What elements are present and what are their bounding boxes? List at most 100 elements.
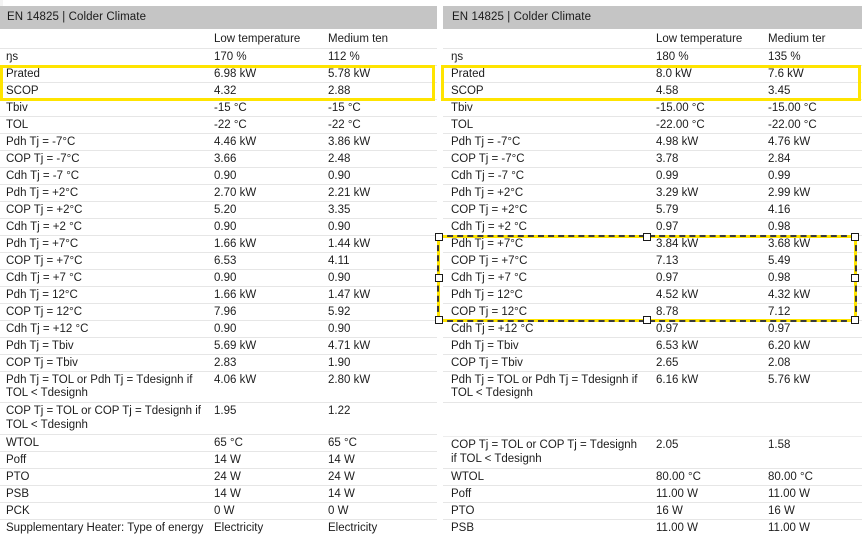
right-cell-low: 11.00 W (648, 519, 760, 535)
right-cell-low: 7.13 (648, 252, 760, 270)
right-cell-label: PTO (443, 502, 648, 520)
left-cell-low: -22 °C (208, 116, 322, 134)
left-table-row[interactable]: Supplementary Heater: Type of energy inp… (0, 519, 437, 535)
right-table-row[interactable]: COP Tj = +7°C 7.13 5.49 (443, 252, 862, 270)
right-cell-med: 3.45 (760, 82, 862, 100)
right-cell-label: WTOL (443, 468, 648, 486)
right-table-row[interactable]: Pdh Tj = Tbiv 6.53 kW 6.20 kW (443, 337, 862, 355)
left-table-row[interactable]: Tbiv -15 °C -15 °C (0, 99, 437, 117)
right-cell-med: 4.32 kW (760, 286, 862, 304)
right-table-row[interactable]: Cdh Tj = +7 °C 0.97 0.98 (443, 269, 862, 287)
right-table-row[interactable]: Poff 11.00 W 11.00 W (443, 485, 862, 503)
left-cell-label: COP Tj = 12°C (0, 303, 208, 321)
left-cell-low: 3.66 (208, 150, 322, 168)
left-cell-med: 4.71 kW (322, 337, 437, 355)
left-table-row[interactable]: COP Tj = Tbiv 2.83 1.90 (0, 354, 437, 372)
left-table-row[interactable]: COP Tj = -7°C 3.66 2.48 (0, 150, 437, 168)
right-cell-low: 16 W (648, 502, 760, 520)
left-table-row[interactable]: Poff 14 W 14 W (0, 451, 437, 469)
left-table-row[interactable]: Pdh Tj = -7°C 4.46 kW 3.86 kW (0, 133, 437, 151)
left-cell-med: 0.90 (322, 320, 437, 338)
right-table-row[interactable]: COP Tj = Tbiv 2.65 2.08 (443, 354, 862, 372)
right-table-row[interactable]: Pdh Tj = TOL or Pdh Tj = Tdesignh if TOL… (443, 371, 862, 404)
right-cell-low: -22.00 °C (648, 116, 760, 134)
right-cell-med: 4.76 kW (760, 133, 862, 151)
left-cell-med: 0.90 (322, 269, 437, 287)
left-cell-med: 0.90 (322, 167, 437, 185)
left-cell-label: Pdh Tj = -7°C (0, 133, 208, 151)
right-cell-med: 80.00 °C (760, 468, 862, 486)
right-table-row[interactable]: Pdh Tj = +7°C 3.84 kW 3.68 kW (443, 235, 862, 253)
left-table-row[interactable]: Pdh Tj = Tbiv 5.69 kW 4.71 kW (0, 337, 437, 355)
left-cell-label: Cdh Tj = -7 °C (0, 167, 208, 185)
right-table-row[interactable]: SCOP 4.58 3.45 (443, 82, 862, 100)
right-table-body: Low temperature Medium ter ŋs 180 % 135 % Pra… (443, 29, 862, 535)
right-table-row[interactable]: Pdh Tj = -7°C 4.98 kW 4.76 kW (443, 133, 862, 151)
right-table-row[interactable]: Tbiv -15.00 °C -15.00 °C (443, 99, 862, 117)
right-table-row[interactable]: WTOL 80.00 °C 80.00 °C (443, 468, 862, 486)
left-table-row[interactable]: COP Tj = +7°C 6.53 4.11 (0, 252, 437, 270)
left-table-row[interactable]: PTO 24 W 24 W (0, 468, 437, 486)
panel-divider (437, 0, 443, 535)
left-cell-med: 5.92 (322, 303, 437, 321)
left-cell-label: Pdh Tj = TOL or Pdh Tj = Tdesignh if TOL… (0, 371, 208, 404)
left-table-row[interactable]: Cdh Tj = -7 °C 0.90 0.90 (0, 167, 437, 185)
left-cell-med: 14 W (322, 485, 437, 503)
left-cell-med: 0 W (322, 502, 437, 520)
left-table-row[interactable]: Pdh Tj = 12°C 1.66 kW 1.47 kW (0, 286, 437, 304)
left-table-row[interactable]: Cdh Tj = +12 °C 0.90 0.90 (0, 320, 437, 338)
right-table-row[interactable]: Cdh Tj = +2 °C 0.97 0.98 (443, 218, 862, 236)
right-table-row[interactable]: COP Tj = TOL or COP Tj = Tdesignh if TOL… (443, 436, 862, 469)
left-table-row[interactable]: COP Tj = +2°C 5.20 3.35 (0, 201, 437, 219)
right-table-row[interactable]: TOL -22.00 °C -22.00 °C (443, 116, 862, 134)
left-cell-label: Pdh Tj = 12°C (0, 286, 208, 304)
left-cell-low: 170 % (208, 48, 322, 66)
right-cell-med: 7.6 kW (760, 65, 862, 83)
right-column-header-0 (443, 29, 648, 49)
right-cell-low: 3.84 kW (648, 235, 760, 253)
right-table-row[interactable]: Prated 8.0 kW 7.6 kW (443, 65, 862, 83)
left-table-row[interactable]: PSB 14 W 14 W (0, 485, 437, 503)
left-table-row[interactable]: Cdh Tj = +2 °C 0.90 0.90 (0, 218, 437, 236)
left-table-row[interactable]: TOL -22 °C -22 °C (0, 116, 437, 134)
right-cell-low: 5.79 (648, 201, 760, 219)
left-table-row[interactable]: COP Tj = 12°C 7.96 5.92 (0, 303, 437, 321)
right-cell-label: Cdh Tj = +2 °C (443, 218, 648, 236)
right-cell-med: 16 W (760, 502, 862, 520)
left-cell-label: Tbiv (0, 99, 208, 117)
right-table-row[interactable]: Pdh Tj = 12°C 4.52 kW 4.32 kW (443, 286, 862, 304)
right-cell-med: 2.99 kW (760, 184, 862, 202)
right-table-row[interactable]: PTO 16 W 16 W (443, 502, 862, 520)
left-table-row[interactable]: Pdh Tj = +2°C 2.70 kW 2.21 kW (0, 184, 437, 202)
right-table-row[interactable]: Cdh Tj = -7 °C 0.99 0.99 (443, 167, 862, 185)
right-cell-med: 135 % (760, 48, 862, 66)
right-blank-row[interactable] (443, 402, 862, 438)
left-table-row[interactable]: WTOL 65 °C 65 °C (0, 434, 437, 452)
right-table-row[interactable]: Pdh Tj = +2°C 3.29 kW 2.99 kW (443, 184, 862, 202)
right-table-row[interactable]: COP Tj = 12°C 8.78 7.12 (443, 303, 862, 321)
left-cell-low: 1.95 (208, 402, 322, 435)
left-table-row[interactable]: Prated 6.98 kW 5.78 kW (0, 65, 437, 83)
left-table-row[interactable]: ŋs 170 % 112 % (0, 48, 437, 66)
left-cell-label: Poff (0, 451, 208, 469)
right-cell-label: TOL (443, 116, 648, 134)
right-table-row[interactable]: ŋs 180 % 135 % (443, 48, 862, 66)
left-cell-med: 4.11 (322, 252, 437, 270)
left-table-row[interactable]: Cdh Tj = +7 °C 0.90 0.90 (0, 269, 437, 287)
right-table-row[interactable]: PSB 11.00 W 11.00 W (443, 519, 862, 535)
left-cell-med: 0.90 (322, 218, 437, 236)
left-cell-low: 0.90 (208, 218, 322, 236)
left-table-row[interactable]: Pdh Tj = TOL or Pdh Tj = Tdesignh if TOL… (0, 371, 437, 404)
left-cell-label: SCOP (0, 82, 208, 100)
left-table-row[interactable]: Pdh Tj = +7°C 1.66 kW 1.44 kW (0, 235, 437, 253)
right-cell-label: Pdh Tj = Tbiv (443, 337, 648, 355)
left-cell-low: 1.66 kW (208, 286, 322, 304)
left-table-row[interactable]: SCOP 4.32 2.88 (0, 82, 437, 100)
right-table-row[interactable]: COP Tj = +2°C 5.79 4.16 (443, 201, 862, 219)
left-column-header-row: Low temperature Medium ten (0, 29, 437, 49)
right-table-row[interactable]: Cdh Tj = +12 °C 0.97 0.97 (443, 320, 862, 338)
right-table-row[interactable]: COP Tj = -7°C 3.78 2.84 (443, 150, 862, 168)
right-cell-low: 2.05 (648, 436, 760, 469)
left-table-row[interactable]: COP Tj = TOL or COP Tj = Tdesignh if TOL… (0, 402, 437, 435)
